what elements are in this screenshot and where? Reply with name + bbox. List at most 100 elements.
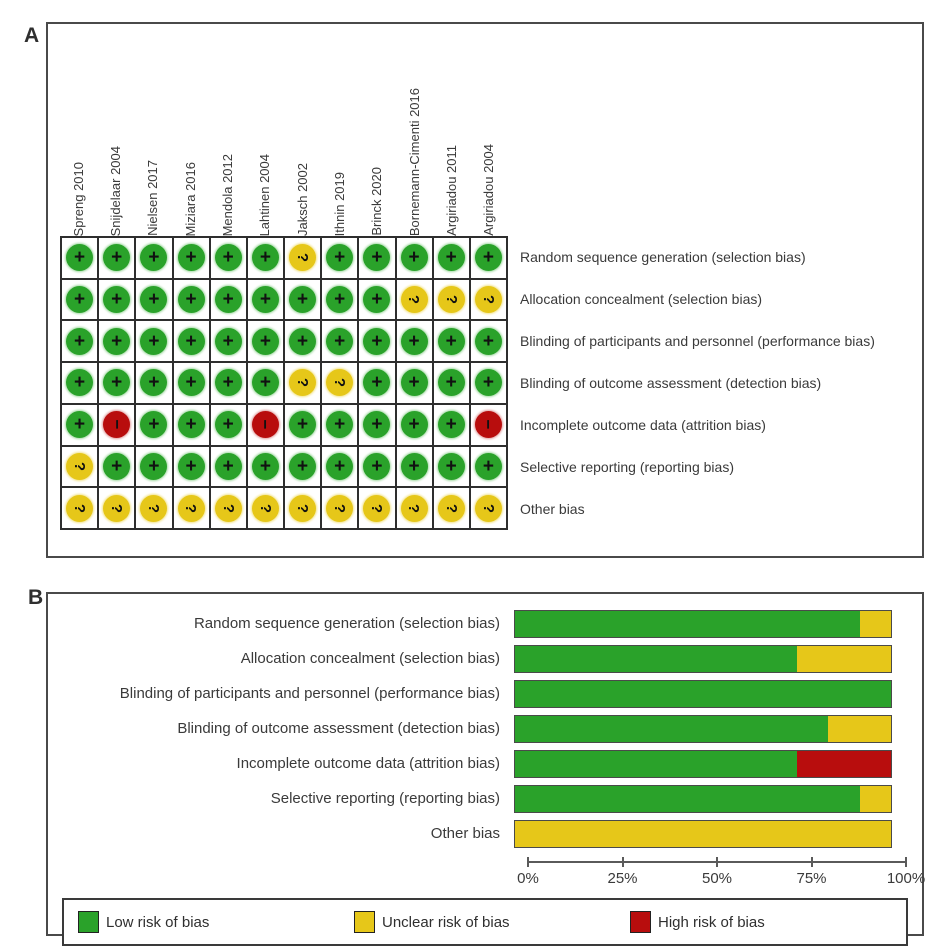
rob-symbol: +: [445, 414, 457, 436]
study-header-label: Argiriadou 2004: [481, 144, 497, 236]
rob-cell: +: [469, 362, 507, 404]
rob-judgement-low-circle: +: [289, 411, 317, 439]
rob-judgement-unclear-circle: ?: [103, 494, 131, 522]
rob-cell: ?: [321, 487, 359, 529]
rob-judgement-low-circle: +: [214, 452, 242, 480]
rob-judgement-low-circle: +: [326, 452, 354, 480]
rob-cell: +: [469, 237, 507, 279]
bar-segment: [515, 610, 860, 637]
rob-judgement-low-circle: +: [326, 244, 354, 272]
rob-symbol: +: [259, 455, 271, 477]
rob-symbol: ?: [405, 503, 423, 513]
rob-cell: ?: [469, 487, 507, 529]
rob-judgement-low-circle: +: [437, 327, 465, 355]
domain-label: Other bias: [520, 501, 585, 517]
rob-cell: ?: [395, 278, 433, 321]
rob-symbol: +: [297, 414, 309, 436]
rob-cell: +: [321, 237, 359, 279]
rob-cell: +: [135, 403, 173, 446]
rob-symbol: ?: [294, 253, 312, 263]
bar-label: Allocation concealment (selection bias): [240, 650, 500, 667]
rob-cell: +: [395, 237, 433, 279]
rob-symbol: +: [334, 247, 346, 269]
rob-judgement-low-circle: +: [103, 286, 131, 314]
rob-cell: +: [321, 320, 359, 363]
rob-cell: ?: [284, 487, 322, 529]
rob-judgement-low-circle: +: [474, 369, 502, 397]
bar-segment: [515, 785, 860, 812]
rob-symbol: +: [148, 414, 160, 436]
rob-symbol: ?: [294, 378, 312, 388]
rob-symbol: +: [74, 289, 86, 311]
rob-judgement-unclear-circle: ?: [251, 494, 279, 522]
axis-tick: [905, 857, 907, 867]
rob-symbol: −: [255, 419, 275, 430]
rob-judgement-low-circle: +: [437, 369, 465, 397]
rob-judgement-low-circle: +: [177, 452, 205, 480]
rob-symbol: +: [259, 330, 271, 352]
rob-judgement-low-circle: +: [363, 244, 391, 272]
stacked-bar: [514, 609, 892, 638]
rob-cell: +: [172, 320, 210, 363]
bar-segment: [859, 610, 891, 637]
rob-judgement-low-circle: +: [400, 411, 428, 439]
rob-symbol: +: [259, 247, 271, 269]
rob-judgement-low-circle: +: [437, 411, 465, 439]
rob-symbol: +: [445, 247, 457, 269]
risk-of-bias-summary-panel: Spreng 2010 Snijdelaar 2004 Nielsen 2017 Mi…: [46, 22, 924, 558]
rob-judgement-unclear-circle: ?: [363, 494, 391, 522]
rob-cell: +: [246, 237, 284, 279]
rob-cell: ?: [61, 487, 99, 529]
rob-cell: +: [172, 445, 210, 488]
study-header: Nielsen 2017: [135, 34, 172, 236]
rob-symbol: +: [185, 414, 197, 436]
rob-symbol: +: [148, 455, 160, 477]
axis-tick-label: 75%: [796, 870, 827, 887]
rob-judgement-low-circle: +: [289, 286, 317, 314]
rob-symbol: −: [107, 419, 127, 430]
bar-row: Allocation concealment (selection bias): [48, 641, 922, 676]
study-header: Miziara 2016: [172, 34, 209, 236]
rob-cell: +: [246, 320, 284, 363]
rob-cell: +: [284, 320, 322, 363]
rob-judgement-low-circle: +: [400, 369, 428, 397]
rob-judgement-low-circle: +: [251, 244, 279, 272]
bar-segment: [515, 820, 891, 847]
bar-segment: [797, 645, 891, 672]
legend-label: Unclear risk of bias: [382, 913, 510, 931]
study-header: Spreng 2010: [60, 34, 97, 236]
rob-judgement-low-circle: +: [474, 244, 502, 272]
rob-judgement-low-circle: +: [400, 244, 428, 272]
legend-item-high: High risk of bias: [630, 911, 906, 933]
rob-judgement-low-circle: +: [214, 369, 242, 397]
rob-symbol: +: [148, 330, 160, 352]
risk-of-bias-grid: + + + + + +? + + + + + + + + + + + + + +??? + + + + + + + + + + + + + + + +…: [60, 236, 508, 530]
study-header: Mendola 2012: [209, 34, 246, 236]
rob-cell: +: [395, 403, 433, 446]
rob-symbol: +: [334, 455, 346, 477]
rob-cell: −: [469, 403, 507, 446]
rob-cell: ?: [469, 278, 507, 321]
rob-symbol: +: [74, 247, 86, 269]
rob-judgement-low-circle: +: [177, 286, 205, 314]
rob-cell: +: [432, 445, 470, 488]
rob-symbol: +: [185, 455, 197, 477]
bar-row: Selective reporting (reporting bias): [48, 781, 922, 816]
stacked-bar: [514, 714, 892, 743]
rob-cell: +: [98, 320, 136, 363]
bar-rows: Random sequence generation (selection bi…: [48, 606, 922, 851]
rob-cell: +: [209, 278, 247, 321]
rob-symbol: +: [222, 289, 234, 311]
domain-label: Random sequence generation (selection bi…: [520, 249, 806, 265]
rob-judgement-unclear-circle: ?: [326, 494, 354, 522]
rob-judgement-low-circle: +: [177, 411, 205, 439]
rob-cell: +: [209, 403, 247, 446]
rob-judgement-low-circle: +: [177, 244, 205, 272]
rob-judgement-low-circle: +: [214, 411, 242, 439]
legend-item-unclear: Unclear risk of bias: [354, 911, 630, 933]
rob-judgement-low-circle: +: [437, 452, 465, 480]
bar-label: Selective reporting (reporting bias): [270, 790, 500, 807]
rob-judgement-unclear-circle: ?: [66, 494, 94, 522]
rob-symbol: +: [148, 372, 160, 394]
